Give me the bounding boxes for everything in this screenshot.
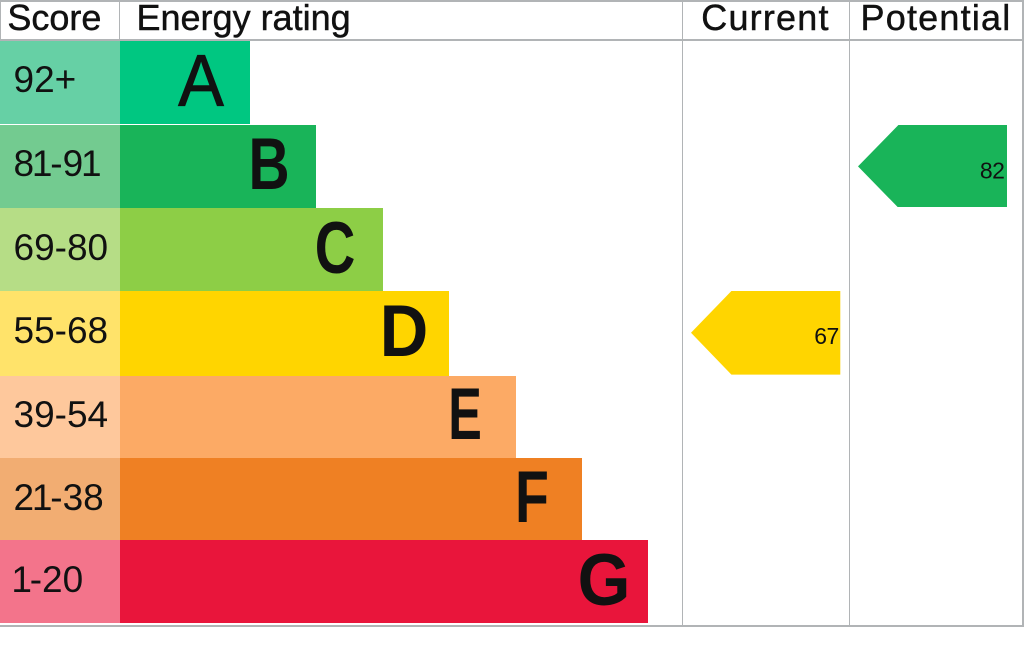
svg-text:82: 82 xyxy=(979,157,1004,183)
svg-text:67: 67 xyxy=(815,323,840,349)
